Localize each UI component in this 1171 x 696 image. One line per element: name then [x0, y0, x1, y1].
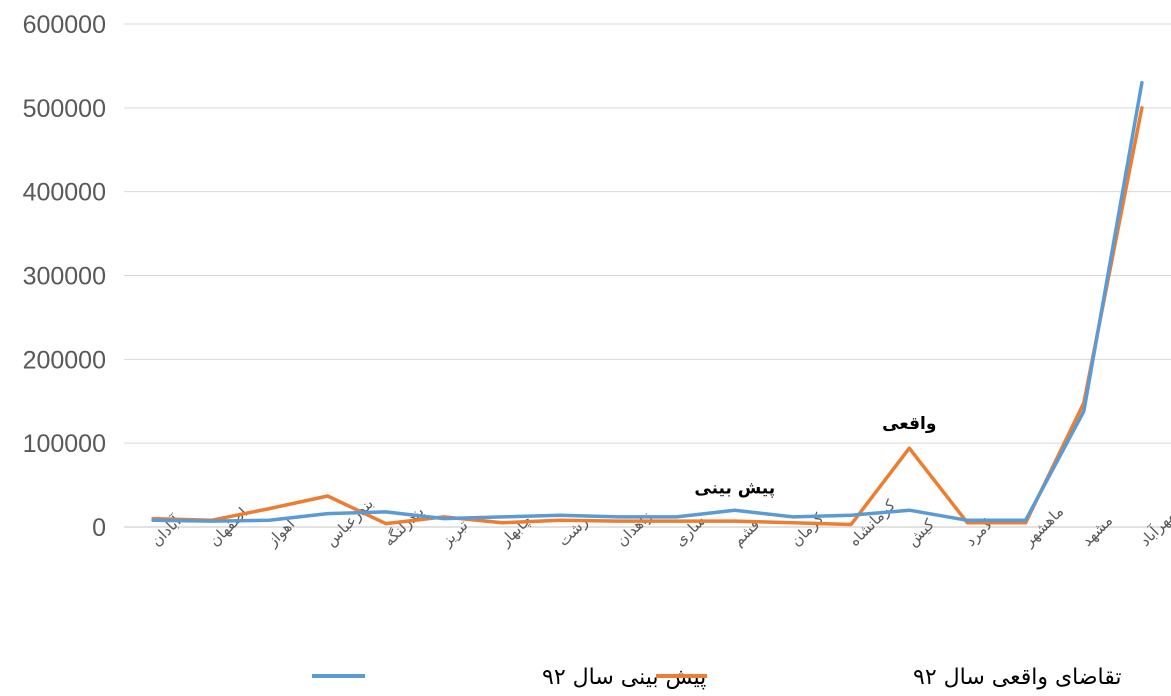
legend-label: تقاضای واقعی سال ۹۲ — [913, 665, 1122, 690]
y-tick-label: 600000 — [23, 11, 106, 39]
y-tick-label: 400000 — [23, 179, 106, 207]
y-axis-ticks: 0 100000 200000 300000 400000 500000 600000 — [23, 11, 106, 542]
series-line-forecast — [151, 80, 1144, 523]
legend: پیش بینی سال ۹۲ تقاضای واقعی سال ۹۲ — [312, 665, 1122, 690]
series-line-actual — [151, 106, 1144, 527]
x-tick-label: کیش — [903, 515, 938, 550]
gridlines — [124, 23, 1171, 444]
x-tick-label: مشهد — [1078, 511, 1116, 549]
annotation-label: واقعی — [882, 414, 936, 434]
annotations: پیش بینی واقعی — [694, 414, 936, 499]
series-lines — [151, 80, 1144, 527]
y-tick-label: 100000 — [23, 430, 106, 458]
y-tick-label: 200000 — [23, 346, 106, 374]
annotation-label: پیش بینی — [694, 478, 775, 498]
y-tick-label: 500000 — [23, 95, 106, 123]
x-tick-label: بندرعباس — [322, 495, 377, 550]
y-tick-label: 300000 — [23, 263, 106, 291]
y-tick-label: 0 — [92, 514, 106, 542]
x-tick-label: مهرآباد — [1136, 507, 1171, 550]
x-tick-label: بندرلنگه — [380, 502, 428, 550]
x-tick-label: زاهدان — [613, 507, 656, 550]
x-tick-label: رشت — [554, 513, 591, 550]
x-tick-label: تبریز — [437, 516, 471, 550]
